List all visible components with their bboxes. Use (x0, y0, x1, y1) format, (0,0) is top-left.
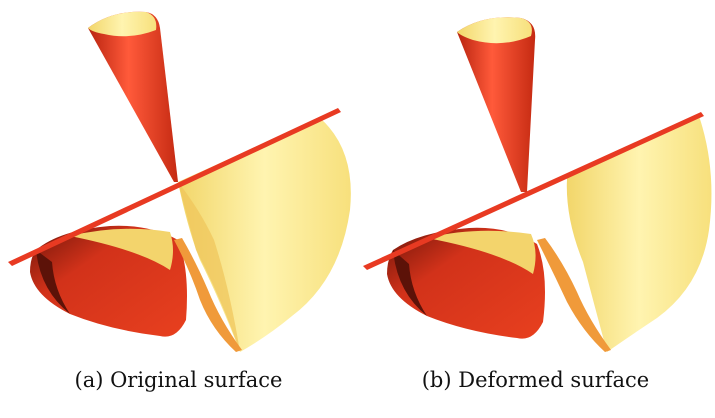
deformation-gap (535, 180, 567, 232)
lobe-dark-rim (393, 250, 427, 316)
orange-strip (537, 238, 611, 352)
deformed-surface-render (363, 17, 712, 352)
lower-left-lobe-inner (427, 230, 536, 274)
right-sheet-shadow (178, 182, 240, 352)
panel-original: (a) Original surface (0, 0, 357, 418)
orange-strip (174, 238, 242, 352)
caption-deformed: (b) Deformed surface (421, 368, 650, 392)
upper-cone-inner (88, 11, 157, 37)
upper-cone-outer (457, 17, 536, 192)
panel-deformed: (b) Deformed surface (357, 0, 714, 418)
right-yellow-sheet (566, 116, 712, 352)
thin-plane (363, 112, 704, 270)
lower-left-lobe-inner (70, 228, 173, 270)
original-surface-render (8, 11, 351, 352)
thin-plane (8, 108, 341, 266)
caption-original: (a) Original surface (74, 368, 283, 392)
upper-cone-inner (457, 17, 532, 44)
lobe-dark-rim (36, 250, 70, 314)
upper-cone-outer (88, 11, 178, 182)
